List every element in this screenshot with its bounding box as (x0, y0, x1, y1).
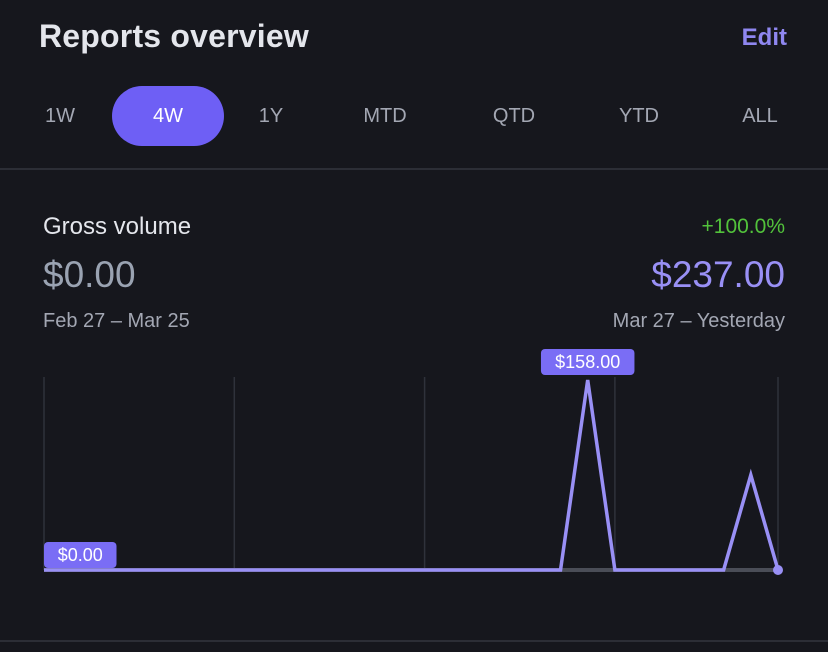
tab-4w[interactable]: 4W (112, 86, 224, 146)
edit-button[interactable]: Edit (741, 24, 787, 51)
data-label: $0.00 (58, 545, 103, 565)
current-period-range: Mar 27 – Yesterday (612, 310, 785, 332)
current-period-value: $237.00 (651, 254, 785, 295)
tab-1w[interactable]: 1W (45, 104, 75, 127)
metric-label: Gross volume (43, 213, 192, 240)
tab-all[interactable]: ALL (742, 104, 778, 127)
tab-ytd[interactable]: YTD (619, 104, 659, 127)
data-label: $158.00 (555, 352, 620, 372)
change-percentage: +100.0% (701, 215, 786, 238)
previous-period-value: $0.00 (43, 254, 136, 295)
current-period-line (44, 379, 780, 572)
header-divider (0, 168, 828, 170)
tab-qtd[interactable]: QTD (492, 104, 536, 127)
line-end-point (773, 565, 783, 575)
page-title: Reports overview (39, 18, 309, 54)
bottom-divider (0, 640, 828, 642)
previous-period-range: Feb 27 – Mar 25 (43, 310, 190, 332)
tab-mtd[interactable]: MTD (363, 104, 407, 127)
tab-1y[interactable]: 1Y (258, 104, 284, 127)
data-label-box (44, 542, 117, 568)
time-range-tabs: 1W 4W 1Y MTD QTD YTD ALL (0, 86, 828, 146)
data-label-box (540, 349, 635, 375)
